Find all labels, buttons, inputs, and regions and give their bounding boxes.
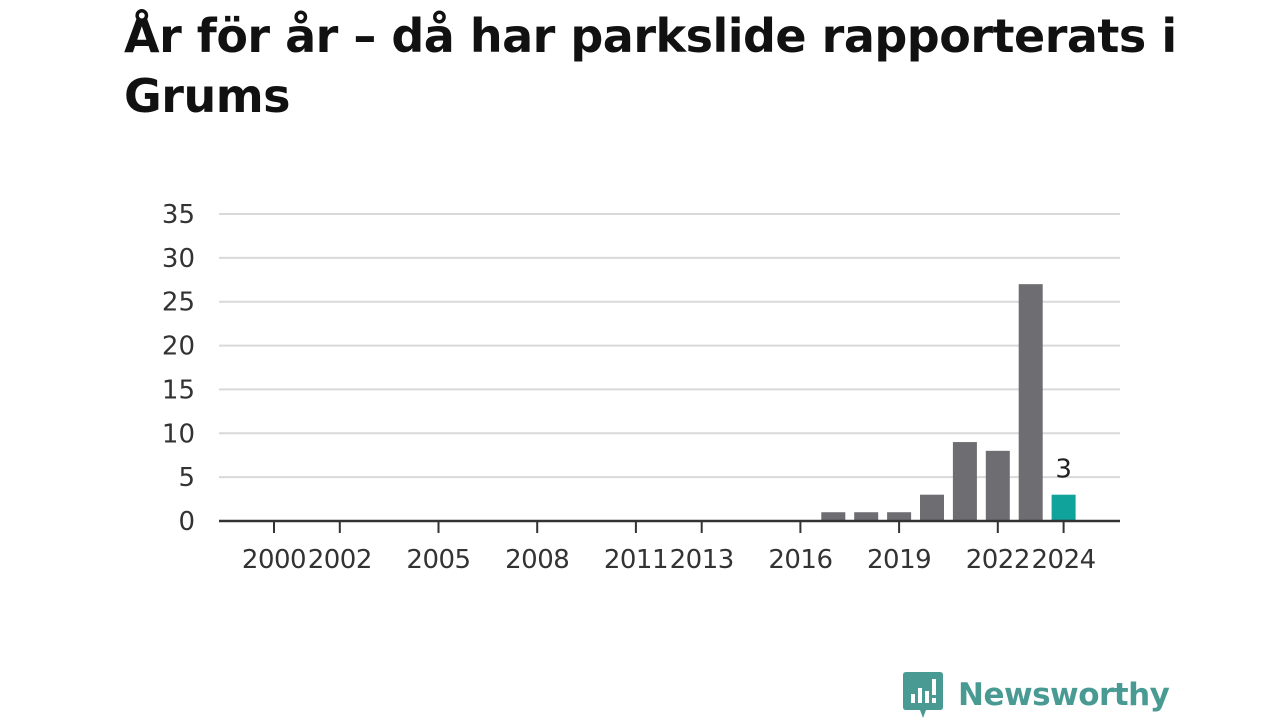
x-tick-label: 2024 xyxy=(1032,545,1096,575)
newsworthy-chat-bars-icon xyxy=(903,672,943,718)
bar xyxy=(887,512,912,521)
bar xyxy=(1018,284,1043,521)
logo-text: Newsworthy xyxy=(958,677,1170,713)
chart-title: År för år – då har parkslide rapporterat… xyxy=(124,9,1177,123)
x-tick-label: 2000 xyxy=(242,545,306,575)
y-tick-label: 5 xyxy=(178,463,195,493)
x-tick-label: 2008 xyxy=(505,545,569,575)
newsworthy-logo: Newsworthy xyxy=(902,670,1170,720)
bar xyxy=(920,494,944,521)
x-tick-label: 2019 xyxy=(867,545,931,575)
y-tick-label: 35 xyxy=(162,200,195,230)
x-tick-label: 2002 xyxy=(308,545,372,575)
bar xyxy=(821,512,846,521)
y-tick-label: 25 xyxy=(162,288,195,318)
data-label: 3 xyxy=(1055,455,1072,485)
x-tick-label: 2016 xyxy=(768,545,832,575)
bar xyxy=(952,442,977,521)
x-tick-label: 2013 xyxy=(670,545,734,575)
y-tick-label: 30 xyxy=(162,244,195,274)
y-tick-label: 0 xyxy=(178,507,195,537)
y-tick-label: 15 xyxy=(162,375,195,405)
x-tick-label: 2005 xyxy=(406,545,470,575)
x-tick-label: 2022 xyxy=(966,545,1030,575)
bar-chart: 0 5 10 15 20 25 30 35 2000 2002 2005 2008 2011 2013 20… xyxy=(162,200,1120,575)
y-tick-label: 10 xyxy=(162,419,195,449)
x-tick-label: 2011 xyxy=(604,545,668,575)
bar xyxy=(854,512,879,521)
bar xyxy=(1051,494,1076,521)
bar xyxy=(985,450,1010,521)
y-tick-label: 20 xyxy=(162,332,195,362)
